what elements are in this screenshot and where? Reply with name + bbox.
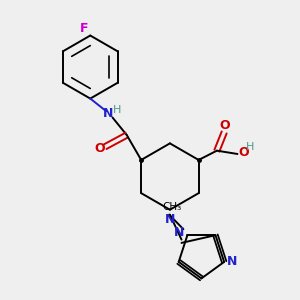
Text: H: H: [246, 142, 254, 152]
Text: CH₃: CH₃: [162, 202, 182, 212]
Text: O: O: [238, 146, 249, 159]
Text: N: N: [103, 107, 114, 120]
Text: F: F: [80, 22, 88, 35]
Text: N: N: [174, 226, 184, 239]
Text: H: H: [112, 105, 121, 115]
Text: N: N: [227, 255, 237, 268]
Text: O: O: [94, 142, 104, 155]
Text: N: N: [165, 212, 175, 226]
Text: O: O: [219, 119, 230, 132]
